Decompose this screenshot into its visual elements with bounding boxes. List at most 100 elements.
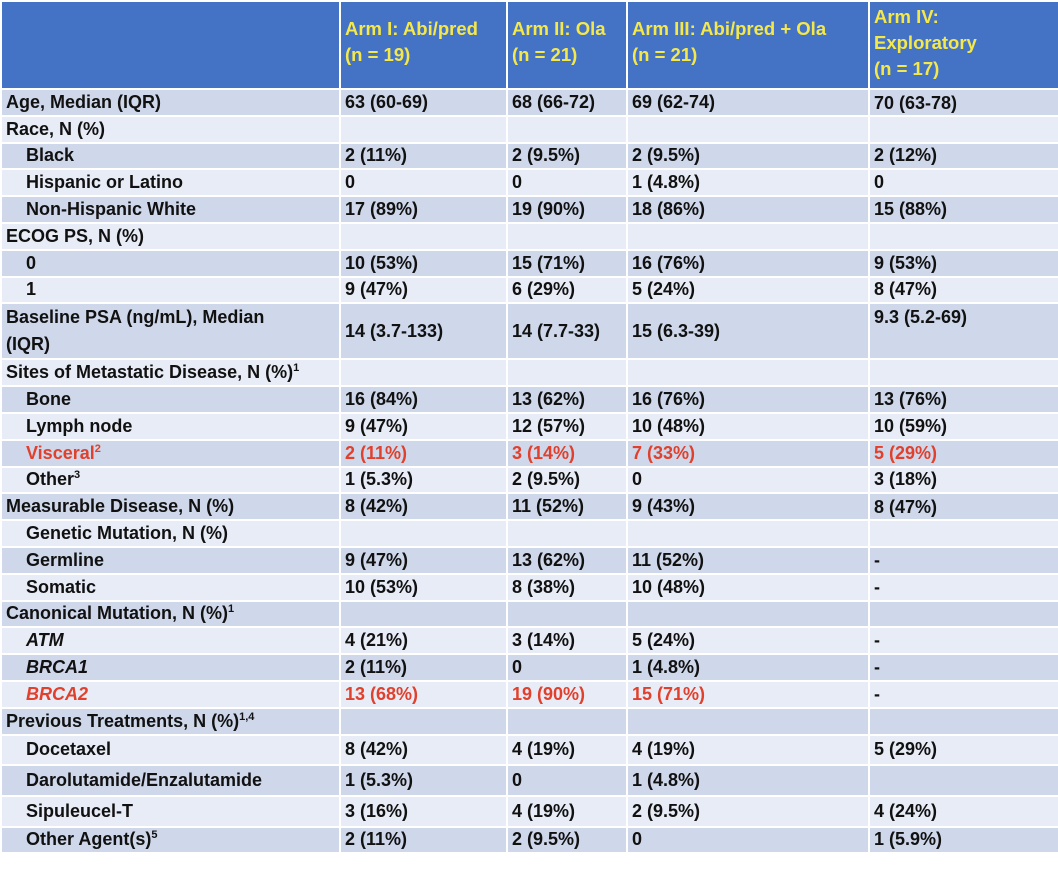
table-row-lymph-node: Lymph node 9 (47%) 12 (57%) 10 (48%) 10 … xyxy=(0,411,1058,441)
table-row-sites: Sites of Metastatic Disease, N (%)1 xyxy=(0,358,1058,388)
row-label: Age, Median (IQR) xyxy=(0,88,341,117)
table-row-black: Black 2 (11%) 2 (9.5%) 2 (9.5%) 2 (12%) xyxy=(0,141,1058,171)
arm-2-value: 2 (9.5%) xyxy=(506,141,628,171)
table-row-previous-treatments: Previous Treatments, N (%)1,4 xyxy=(0,706,1058,736)
arm-1-value: 2 (11%) xyxy=(339,825,508,855)
arm-3-value: 16 (76%) xyxy=(626,248,870,278)
arm-3-value: 5 (24%) xyxy=(626,275,870,305)
arm-4-value: - xyxy=(868,545,1058,575)
table-row-germline: Germline 9 (47%) 13 (62%) 11 (52%) - xyxy=(0,545,1058,575)
arm-3-value: 4 (19%) xyxy=(626,733,870,766)
arm-1-value: 9 (47%) xyxy=(339,275,508,305)
arm-1-value: 2 (11%) xyxy=(339,653,508,682)
arm-1-value: 9 (47%) xyxy=(339,545,508,575)
arm-4-value: 13 (76%) xyxy=(868,385,1058,414)
section-label: Sites of Metastatic Disease, N (%)1 xyxy=(0,358,341,388)
table-row-darolutamide: Darolutamide/Enzalutamide 1 (5.3%) 0 1 (… xyxy=(0,763,1058,797)
arm-2-value: 15 (71%) xyxy=(506,248,628,278)
table-row-sipuleucel: Sipuleucel-T 3 (16%) 4 (19%) 2 (9.5%) 4 … xyxy=(0,794,1058,828)
arm-2-value: 0 xyxy=(506,653,628,682)
arm-3-value: 10 (48%) xyxy=(626,411,870,441)
arm-4-value: - xyxy=(868,572,1058,602)
arm-1-value: 1 (5.3%) xyxy=(339,465,508,495)
arm-4-value: 2 (12%) xyxy=(868,141,1058,171)
arm-3-value: 10 (48%) xyxy=(626,572,870,602)
arm-4-value: 5 (29%) xyxy=(868,733,1058,766)
arm-4-value: 0 xyxy=(868,168,1058,198)
table-row-hispanic: Hispanic or Latino 0 0 1 (4.8%) 0 xyxy=(0,168,1058,198)
table-row-atm: ATM 4 (21%) 3 (14%) 5 (24%) - xyxy=(0,626,1058,656)
arm-2-value: 14 (7.7-33) xyxy=(506,302,628,361)
arm-3-value: 2 (9.5%) xyxy=(626,794,870,828)
row-label: Baseline PSA (ng/mL), Median (IQR) xyxy=(0,302,341,361)
table-row-non-hispanic-white: Non-Hispanic White 17 (89%) 19 (90%) 18 … xyxy=(0,195,1058,224)
section-label: Canonical Mutation, N (%)1 xyxy=(0,599,341,629)
arm-4-value: 8 (47%) xyxy=(868,275,1058,305)
row-label: BRCA2 xyxy=(0,679,341,709)
arm-2-value: 11 (52%) xyxy=(506,492,628,522)
row-label: Docetaxel xyxy=(0,733,341,766)
arm-4-value: 4 (24%) xyxy=(868,794,1058,828)
table-row-measurable-disease: Measurable Disease, N (%) 8 (42%) 11 (52… xyxy=(0,492,1058,522)
table-row-ecog: ECOG PS, N (%) xyxy=(0,221,1058,251)
row-label: Visceral2 xyxy=(0,438,341,468)
header-blank-cell xyxy=(0,0,341,90)
arm-2-value: 0 xyxy=(506,763,628,797)
table-row-docetaxel: Docetaxel 8 (42%) 4 (19%) 4 (19%) 5 (29%… xyxy=(0,733,1058,766)
table-row-visceral: Visceral2 2 (11%) 3 (14%) 7 (33%) 5 (29%… xyxy=(0,438,1058,468)
table-row-canonical-mutation: Canonical Mutation, N (%)1 xyxy=(0,599,1058,629)
arm-1-value: 4 (21%) xyxy=(339,626,508,656)
arm-2-header: Arm II: Ola (n = 21) xyxy=(506,0,628,90)
arm-4-value xyxy=(868,763,1058,797)
row-label: Germline xyxy=(0,545,341,575)
arm-3-value: 69 (62-74) xyxy=(626,88,870,117)
row-label: Black xyxy=(0,141,341,171)
row-label: BRCA1 xyxy=(0,653,341,682)
arm-4-value: 10 (59%) xyxy=(868,411,1058,441)
arm-2-value: 4 (19%) xyxy=(506,733,628,766)
baseline-characteristics-table: Arm I: Abi/pred (n = 19) Arm II: Ola (n = … xyxy=(0,0,1058,855)
table-row-ecog-1: 1 9 (47%) 6 (29%) 5 (24%) 8 (47%) xyxy=(0,275,1058,305)
arm-3-value: 0 xyxy=(626,465,870,495)
arm-1-value: 63 (60-69) xyxy=(339,88,508,117)
section-label: Previous Treatments, N (%)1,4 xyxy=(0,706,341,736)
arm-2-value: 3 (14%) xyxy=(506,438,628,468)
table-row-age: Age, Median (IQR) 63 (60-69) 68 (66-72) … xyxy=(0,88,1058,117)
arm-1-value: 17 (89%) xyxy=(339,195,508,224)
arm-3-value: 16 (76%) xyxy=(626,385,870,414)
header-row: Arm I: Abi/pred (n = 19) Arm II: Ola (n = … xyxy=(0,0,1058,90)
row-label: Other3 xyxy=(0,465,341,495)
arm-3-value: 15 (6.3-39) xyxy=(626,302,870,361)
arm-2-value: 3 (14%) xyxy=(506,626,628,656)
table-row-somatic: Somatic 10 (53%) 8 (38%) 10 (48%) - xyxy=(0,572,1058,602)
arm-1-value: 13 (68%) xyxy=(339,679,508,709)
arm-2-value: 13 (62%) xyxy=(506,545,628,575)
arm-1-value: 14 (3.7-133) xyxy=(339,302,508,361)
table-row-other: Other3 1 (5.3%) 2 (9.5%) 0 3 (18%) xyxy=(0,465,1058,495)
arm-1-value: 16 (84%) xyxy=(339,385,508,414)
arm-2-value: 19 (90%) xyxy=(506,679,628,709)
arm-4-value: 70 (63-78) xyxy=(868,88,1058,117)
arm-2-value: 13 (62%) xyxy=(506,385,628,414)
arm-3-value: 7 (33%) xyxy=(626,438,870,468)
arm-2-value: 6 (29%) xyxy=(506,275,628,305)
row-label: Non-Hispanic White xyxy=(0,195,341,224)
arm-1-value: 3 (16%) xyxy=(339,794,508,828)
row-label: 1 xyxy=(0,275,341,305)
arm-4-value: - xyxy=(868,653,1058,682)
row-label: Bone xyxy=(0,385,341,414)
table-row-other-agents: Other Agent(s)5 2 (11%) 2 (9.5%) 0 1 (5.… xyxy=(0,825,1058,855)
arm-4-value: 9.3 (5.2-69) xyxy=(868,302,1058,361)
arm-3-value: 1 (4.8%) xyxy=(626,763,870,797)
section-label: Race, N (%) xyxy=(0,114,341,144)
arm-4-value: 9 (53%) xyxy=(868,248,1058,278)
arm-2-value: 68 (66-72) xyxy=(506,88,628,117)
section-label: ECOG PS, N (%) xyxy=(0,221,341,251)
arm-3-value: 11 (52%) xyxy=(626,545,870,575)
arm-4-header: Arm IV: Exploratory (n = 17) xyxy=(868,0,1058,90)
arm-2-value: 2 (9.5%) xyxy=(506,465,628,495)
row-label: Lymph node xyxy=(0,411,341,441)
arm-3-value: 0 xyxy=(626,825,870,855)
arm-2-value: 8 (38%) xyxy=(506,572,628,602)
arm-1-value: 10 (53%) xyxy=(339,248,508,278)
